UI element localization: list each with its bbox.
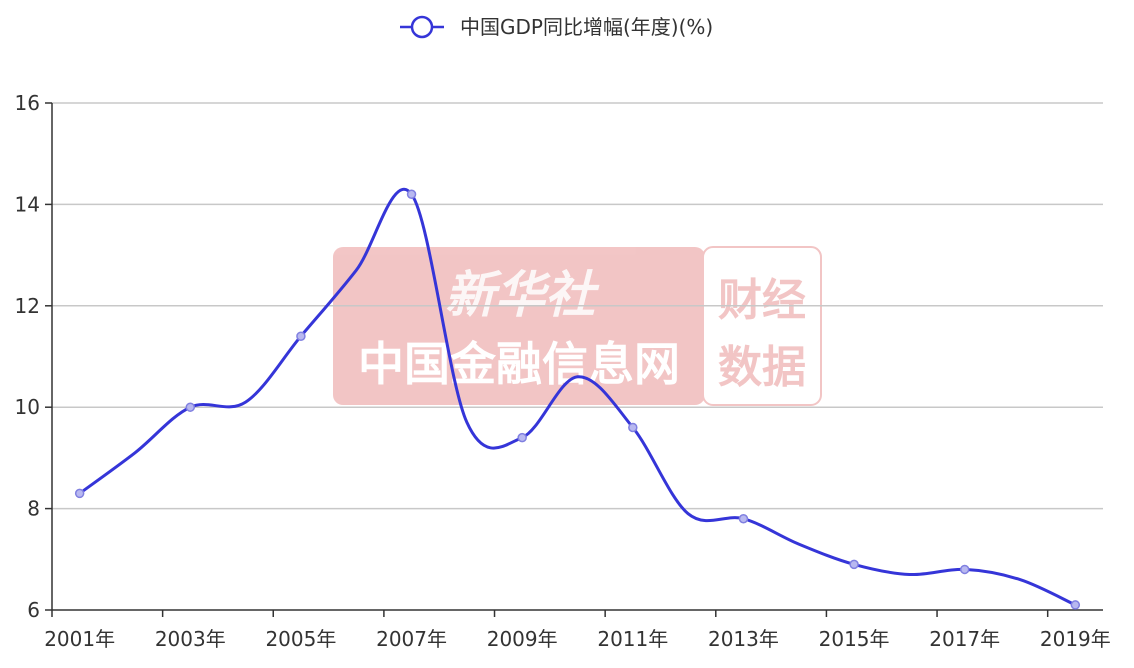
x-tick-label: 2019年 <box>1040 627 1111 651</box>
data-point <box>406 189 417 200</box>
grid-layer <box>52 102 1103 510</box>
data-point <box>959 564 970 575</box>
watermark-side-line2: 数据 <box>718 342 806 393</box>
y-tick-label: 10 <box>15 395 40 419</box>
data-point <box>849 559 859 570</box>
y-tick-label: 12 <box>15 294 40 318</box>
watermark: 新华社 中国金融信息网 财经 数据 <box>333 246 822 406</box>
watermark-right-box <box>702 246 822 406</box>
legend-circle-icon <box>410 15 434 39</box>
watermark-org-text: 中国金融信息网 <box>358 337 680 391</box>
x-tick-label: 2015年 <box>819 627 890 651</box>
y-tick-label: 6 <box>27 598 40 622</box>
axis-layer: 6 8 10 12 14 16 2001年 2003年 2005年 2007年 2009年 2011年… <box>15 91 1111 651</box>
series-line <box>78 187 1076 607</box>
y-tick-label: 8 <box>27 497 40 521</box>
x-tick-label: 2017年 <box>929 627 1000 651</box>
watermark-side-line1: 财经 <box>718 275 806 326</box>
legend-label: 中国GDP同比增幅(年度)(%) <box>460 15 713 39</box>
y-tick-label: 14 <box>15 192 40 216</box>
x-tick-label: 2001年 <box>44 627 115 651</box>
data-point <box>738 513 749 524</box>
data-point <box>1070 600 1081 610</box>
x-tick-label: 2011年 <box>597 627 668 651</box>
x-tick-label: 2013年 <box>708 627 779 651</box>
data-point <box>185 402 196 412</box>
data-point <box>74 488 85 499</box>
data-point <box>517 432 527 443</box>
y-tick-label: 16 <box>15 91 40 115</box>
x-tick-label: 2003年 <box>155 627 226 651</box>
x-tick-label: 2009年 <box>487 627 558 651</box>
watermark-logo-text: 新华社 <box>445 266 600 324</box>
legend[interactable]: 中国GDP同比增幅(年度)(%) <box>400 15 713 39</box>
data-point <box>296 331 306 341</box>
data-point <box>628 422 638 433</box>
x-tick-label: 2005年 <box>265 627 336 651</box>
series-layer <box>74 187 1081 610</box>
watermark-left-box <box>333 247 705 405</box>
x-tick-label: 2007年 <box>376 627 447 651</box>
